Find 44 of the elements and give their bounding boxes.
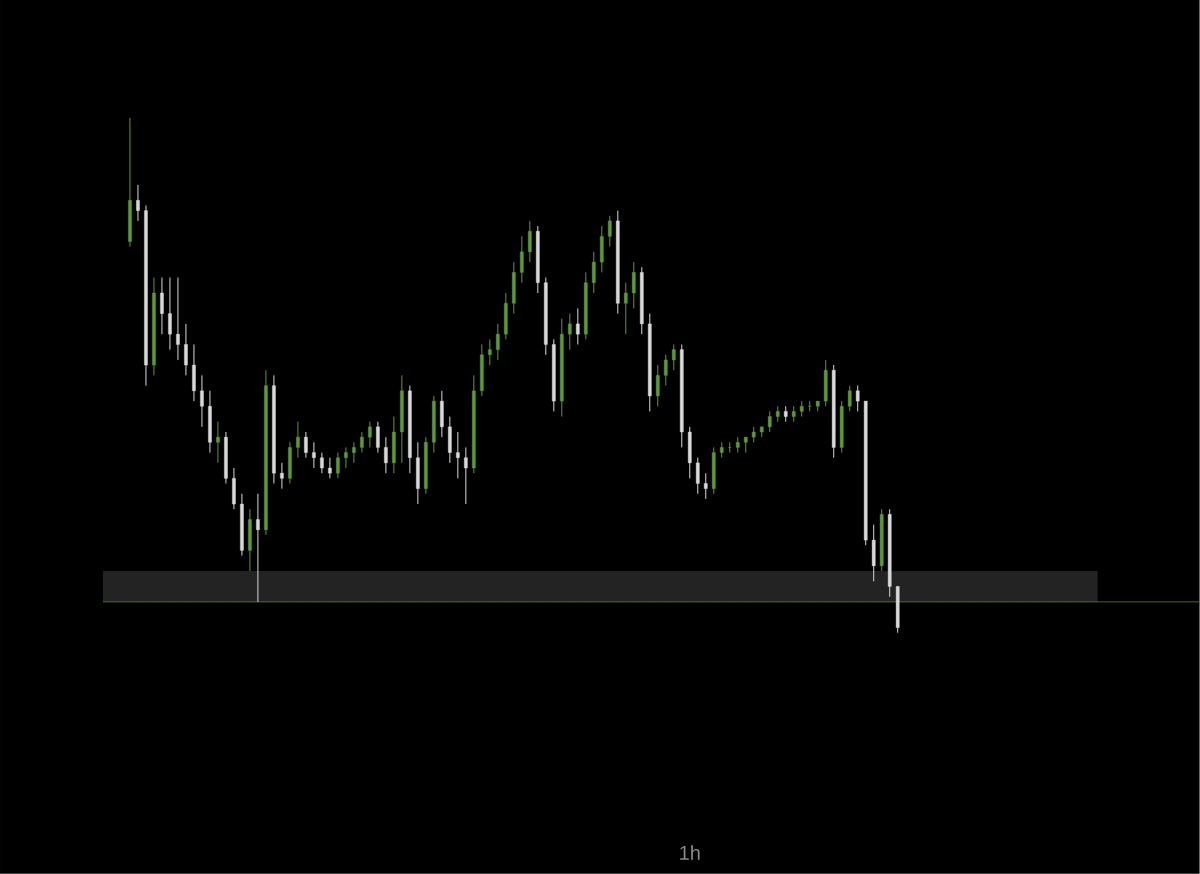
candlestick	[456, 431, 460, 479]
text: 1h	[680, 845, 700, 860]
candlestick	[727, 441, 732, 454]
candlestick	[136, 184, 140, 222]
candlestick	[496, 323, 500, 361]
candlestick	[847, 385, 852, 413]
candlestick	[344, 447, 348, 469]
candlestick	[520, 236, 524, 284]
candlestick	[624, 282, 628, 335]
candlestick	[592, 251, 596, 294]
candlestick	[576, 308, 580, 346]
candlestick	[216, 421, 220, 464]
candlestick	[200, 375, 204, 428]
candlestick	[368, 421, 372, 449]
candlestick	[464, 447, 468, 505]
candlestick	[328, 457, 332, 479]
candlestick	[352, 441, 356, 464]
candlestick	[360, 431, 364, 454]
candlestick	[807, 400, 812, 413]
candlestick	[384, 436, 388, 474]
candlestick	[376, 421, 380, 454]
candlestick	[320, 452, 324, 474]
candlestick	[296, 421, 300, 459]
candlestick	[855, 385, 860, 413]
candlestick	[176, 277, 180, 361]
candlestick	[663, 354, 668, 387]
candlestick	[256, 493, 260, 603]
candlestick	[695, 457, 700, 495]
candlestick	[312, 441, 316, 469]
candlestick	[168, 277, 172, 351]
candlestick	[703, 472, 708, 500]
candlestick	[160, 277, 164, 335]
candlestick	[671, 344, 676, 371]
candlestick	[655, 364, 660, 407]
candlestick	[608, 215, 612, 248]
candlestick	[632, 261, 636, 310]
candlestick	[280, 462, 284, 490]
candlestick	[336, 452, 340, 479]
candlestick	[767, 411, 772, 433]
candlestick	[184, 323, 188, 377]
candlestick	[568, 313, 572, 351]
candlestick	[304, 431, 308, 459]
candlestick	[528, 220, 532, 263]
candlestick	[488, 338, 492, 366]
